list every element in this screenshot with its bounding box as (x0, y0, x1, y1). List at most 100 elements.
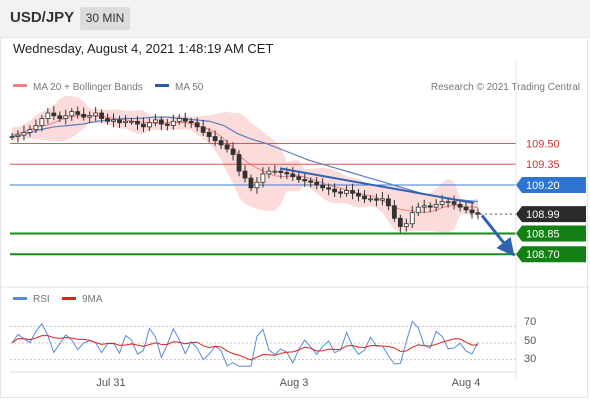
timeframe-badge[interactable]: 30 MIN (80, 7, 130, 30)
candle (463, 202, 469, 214)
candle (475, 208, 481, 220)
candle (206, 128, 212, 143)
trendline (279, 167, 475, 204)
candle (421, 199, 427, 214)
ma50-legend-label: MA 50 (175, 82, 204, 93)
candle (332, 183, 338, 198)
price-levels (10, 142, 516, 256)
svg-text:109.20: 109.20 (526, 180, 560, 192)
forecast-arrow (480, 214, 515, 257)
candle (356, 189, 361, 202)
candle (129, 117, 134, 125)
candle (75, 106, 81, 119)
candle (123, 115, 128, 127)
main-legend: MA 20 + Bollinger Bands MA 50 Research ©… (13, 82, 580, 93)
candlesticks (9, 106, 481, 233)
candle (51, 106, 57, 121)
candle (200, 120, 206, 136)
svg-text:108.70: 108.70 (526, 249, 560, 261)
rsi-line (11, 320, 479, 367)
candle (99, 109, 105, 123)
candle (188, 117, 194, 128)
candle (69, 108, 75, 121)
candle (27, 125, 33, 137)
candle (433, 199, 439, 212)
credit-text: Research © 2021 Trading Central (431, 82, 580, 93)
rsi-ma-legend-label: 9MA (82, 294, 103, 305)
candle (320, 178, 326, 192)
candle (212, 130, 218, 146)
candle (63, 109, 69, 125)
level-label-109-20: 109.20 (516, 177, 586, 193)
candle (248, 174, 254, 192)
candle (135, 116, 140, 131)
candle (457, 200, 463, 212)
candle (230, 142, 236, 161)
svg-text:108.85: 108.85 (526, 228, 560, 240)
candle (374, 193, 379, 207)
level-label-108-85: 108.85 (516, 225, 586, 242)
candle (152, 113, 158, 127)
candle (93, 107, 99, 121)
candle (218, 137, 224, 150)
candle (194, 117, 200, 132)
candle (368, 195, 373, 203)
candle (111, 113, 116, 128)
candle (308, 177, 314, 188)
x-tick-aug3: Aug 3 (280, 377, 309, 389)
rsi-ma-legend-swatch (62, 297, 76, 300)
candle (409, 205, 415, 229)
candle (302, 173, 308, 187)
candle (403, 218, 409, 232)
candle (57, 111, 63, 122)
candle (344, 185, 349, 197)
instrument-title: USD/JPY (10, 9, 75, 26)
level-label-108-70: 108.70 (516, 246, 586, 263)
level-label-108-99: 108.99 (516, 206, 586, 223)
candle (21, 125, 27, 141)
rsi-legend-label: RSI (33, 294, 50, 305)
candle (385, 194, 391, 211)
candle (87, 111, 93, 124)
candle (164, 118, 170, 131)
level-labels: 109.50 109.35 109.20 108.99 108.85 108.70 (516, 138, 586, 263)
x-tick-jul31: Jul 31 (96, 377, 125, 389)
candle (469, 203, 475, 219)
rsi-tick-50: 50 (524, 335, 536, 347)
candle (39, 115, 45, 132)
candle (81, 107, 87, 121)
candle (338, 188, 343, 198)
candle (380, 192, 385, 206)
candle (182, 112, 188, 128)
ma50-legend-swatch (155, 84, 169, 87)
rsi-legend-swatch (13, 297, 27, 300)
candle (141, 117, 146, 132)
candle (260, 167, 266, 188)
rsi-panel (10, 320, 516, 367)
candle (105, 113, 110, 125)
rsi-ma-line (11, 335, 479, 361)
candle (427, 202, 433, 213)
x-tick-aug4: Aug 4 (452, 377, 481, 389)
candle (296, 172, 302, 183)
candle (9, 133, 15, 140)
candle (326, 183, 332, 196)
candle (117, 115, 122, 128)
candle (397, 214, 403, 233)
svg-text:108.99: 108.99 (526, 209, 560, 221)
rsi-legend: RSI 9MA (13, 294, 103, 305)
candle (236, 150, 242, 177)
candle (391, 199, 397, 222)
candle (147, 118, 152, 132)
candle (314, 177, 320, 190)
candle (415, 202, 421, 217)
candle (45, 107, 51, 124)
svg-text:109.50: 109.50 (526, 138, 560, 150)
rsi-tick-30: 30 (524, 353, 536, 365)
candle (451, 195, 457, 210)
candle (290, 167, 296, 181)
level-label-109-50: 109.50 (526, 138, 560, 150)
candle (15, 130, 21, 143)
candle (170, 114, 176, 130)
